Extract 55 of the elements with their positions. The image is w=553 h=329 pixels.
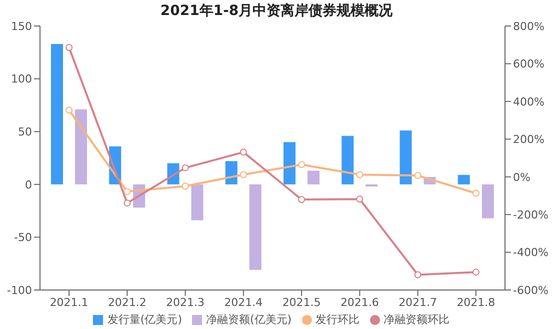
x-tick-label: 2021.2 bbox=[108, 296, 146, 309]
x-tick-label: 2021.3 bbox=[166, 296, 205, 309]
bar bbox=[249, 184, 262, 270]
chart-title: 2021年1-8月中资离岸债券规模概况 bbox=[160, 3, 393, 19]
x-tick-label: 2021.4 bbox=[224, 296, 263, 309]
bar bbox=[366, 184, 378, 187]
bar bbox=[225, 161, 238, 184]
y-tick-label: 0 bbox=[25, 178, 32, 192]
legend-label: 发行量(亿美元) bbox=[107, 313, 182, 326]
y-tick-label: 100 bbox=[11, 72, 32, 86]
point bbox=[414, 271, 422, 278]
y2-tick-label: 0% bbox=[513, 170, 530, 184]
y2-tick-label: 600% bbox=[513, 58, 544, 71]
x-tick-label: 2021.1 bbox=[50, 296, 88, 309]
bar bbox=[75, 109, 87, 184]
point bbox=[66, 44, 73, 51]
legend-label: 净融资额环比 bbox=[384, 313, 450, 326]
y2-tick-label: -400% bbox=[513, 246, 548, 260]
legend-label: 净融资额(亿美元) bbox=[206, 313, 292, 326]
y2-tick-label: -600% bbox=[513, 284, 548, 297]
point bbox=[182, 164, 189, 172]
y2-tick-label: 800% bbox=[513, 20, 544, 33]
point bbox=[414, 172, 422, 180]
point bbox=[298, 161, 306, 168]
point bbox=[124, 188, 131, 196]
point bbox=[298, 196, 306, 203]
y2-tick-label: -200% bbox=[513, 208, 548, 222]
bar bbox=[191, 184, 204, 220]
x-tick-label: 2021.7 bbox=[398, 296, 438, 309]
point bbox=[472, 190, 480, 197]
point bbox=[472, 268, 480, 276]
point bbox=[240, 171, 247, 178]
y2-tick-label: 400% bbox=[513, 95, 544, 108]
bar bbox=[458, 174, 470, 184]
point bbox=[240, 148, 247, 156]
bar bbox=[342, 136, 354, 184]
y2-tick-label: 200% bbox=[513, 133, 544, 146]
x-tick-label: 2021.6 bbox=[340, 296, 379, 309]
bar bbox=[51, 44, 63, 184]
point bbox=[182, 182, 189, 190]
bar bbox=[308, 170, 320, 184]
bar bbox=[400, 130, 412, 184]
legend-label: 发行环比 bbox=[316, 313, 360, 326]
y-tick-label: 150 bbox=[11, 20, 32, 33]
x-tick-label: 2021.5 bbox=[282, 296, 321, 309]
bar bbox=[482, 184, 494, 218]
y-tick-label: -50 bbox=[14, 231, 32, 244]
point bbox=[66, 106, 73, 114]
x-tick-label: 2021.8 bbox=[456, 296, 496, 309]
point bbox=[124, 200, 131, 207]
point bbox=[356, 171, 364, 178]
y-tick-label: -100 bbox=[7, 284, 32, 297]
point bbox=[356, 196, 364, 203]
y-tick-label: 50 bbox=[18, 126, 32, 139]
bar bbox=[284, 142, 296, 184]
